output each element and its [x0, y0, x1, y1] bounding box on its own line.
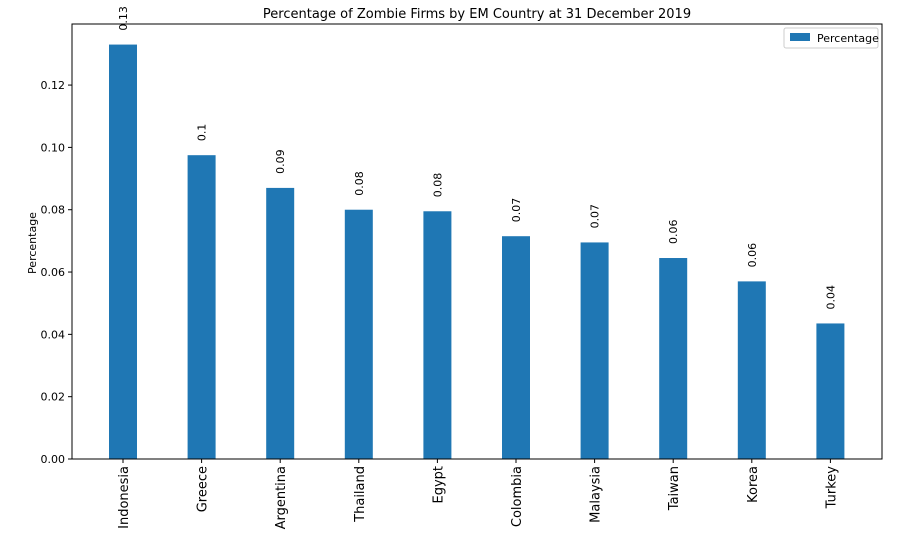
bar-value-label-indonesia: 0.13: [117, 6, 130, 31]
x-tick-label-korea: Korea: [746, 466, 761, 503]
bar-korea: [737, 281, 766, 459]
y-tick-label: 0.00: [41, 453, 66, 466]
bar-value-label-taiwan: 0.06: [667, 220, 680, 245]
bar-taiwan: [659, 258, 688, 459]
bar-value-label-malaysia: 0.07: [589, 204, 602, 229]
y-tick-label: 0.04: [41, 328, 66, 341]
x-tick-label-turkey: Turkey: [824, 466, 839, 510]
x-tick-label-greece: Greece: [196, 466, 211, 512]
y-tick-label: 0.08: [41, 204, 66, 217]
y-tick-label: 0.02: [41, 391, 66, 404]
y-tick-label: 0.10: [41, 141, 66, 154]
bar-value-label-thailand: 0.08: [353, 171, 366, 196]
y-axis: 0.00 0.02 0.04 0.06 0.08 0.10 0.12: [41, 79, 72, 466]
bar-thailand: [344, 209, 373, 459]
x-tick-label-argentina: Argentina: [274, 466, 289, 529]
y-tick-label: 0.12: [41, 79, 66, 92]
bar-value-label-colombia: 0.07: [510, 198, 523, 223]
x-axis: Indonesia Greece Argentina Thailand Egypt Col…: [117, 459, 839, 529]
legend: Percentage: [783, 27, 879, 49]
x-tick-label-malaysia: Malaysia: [589, 466, 604, 523]
plot-frame: [71, 23, 883, 460]
x-tick-label-indonesia: Indonesia: [117, 466, 132, 529]
bar-malaysia: [580, 242, 609, 459]
bar-greece: [187, 155, 216, 459]
bar-turkey: [816, 323, 845, 459]
x-tick-label-thailand: Thailand: [353, 466, 368, 523]
y-axis-label: Percentage: [26, 212, 39, 274]
bar-colombia: [502, 236, 530, 459]
bar-value-label-turkey: 0.04: [824, 285, 837, 310]
bar-value-label-greece: 0.1: [196, 124, 209, 142]
bar-value-label-argentina: 0.09: [274, 149, 287, 174]
bar-value-label-egypt: 0.08: [431, 173, 444, 198]
chart-title: Percentage of Zombie Firms by EM Country…: [263, 7, 691, 22]
x-tick-label-egypt: Egypt: [431, 466, 446, 504]
y-tick-label: 0.06: [41, 266, 66, 279]
legend-swatch: [790, 33, 810, 41]
bar-indonesia: [109, 44, 137, 459]
bar-labels-layer: 0.13 0.1 0.09 0.08 0.08 0.07 0.07 0.06 0.06 0.04: [117, 6, 837, 309]
bar-egypt: [423, 211, 452, 459]
legend-label: Percentage: [817, 32, 879, 45]
bars-layer: [109, 44, 845, 460]
x-tick-label-taiwan: Taiwan: [667, 466, 682, 511]
x-tick-label-colombia: Colombia: [510, 466, 525, 527]
bar-value-label-korea: 0.06: [746, 243, 759, 268]
bar-argentina: [266, 187, 295, 460]
